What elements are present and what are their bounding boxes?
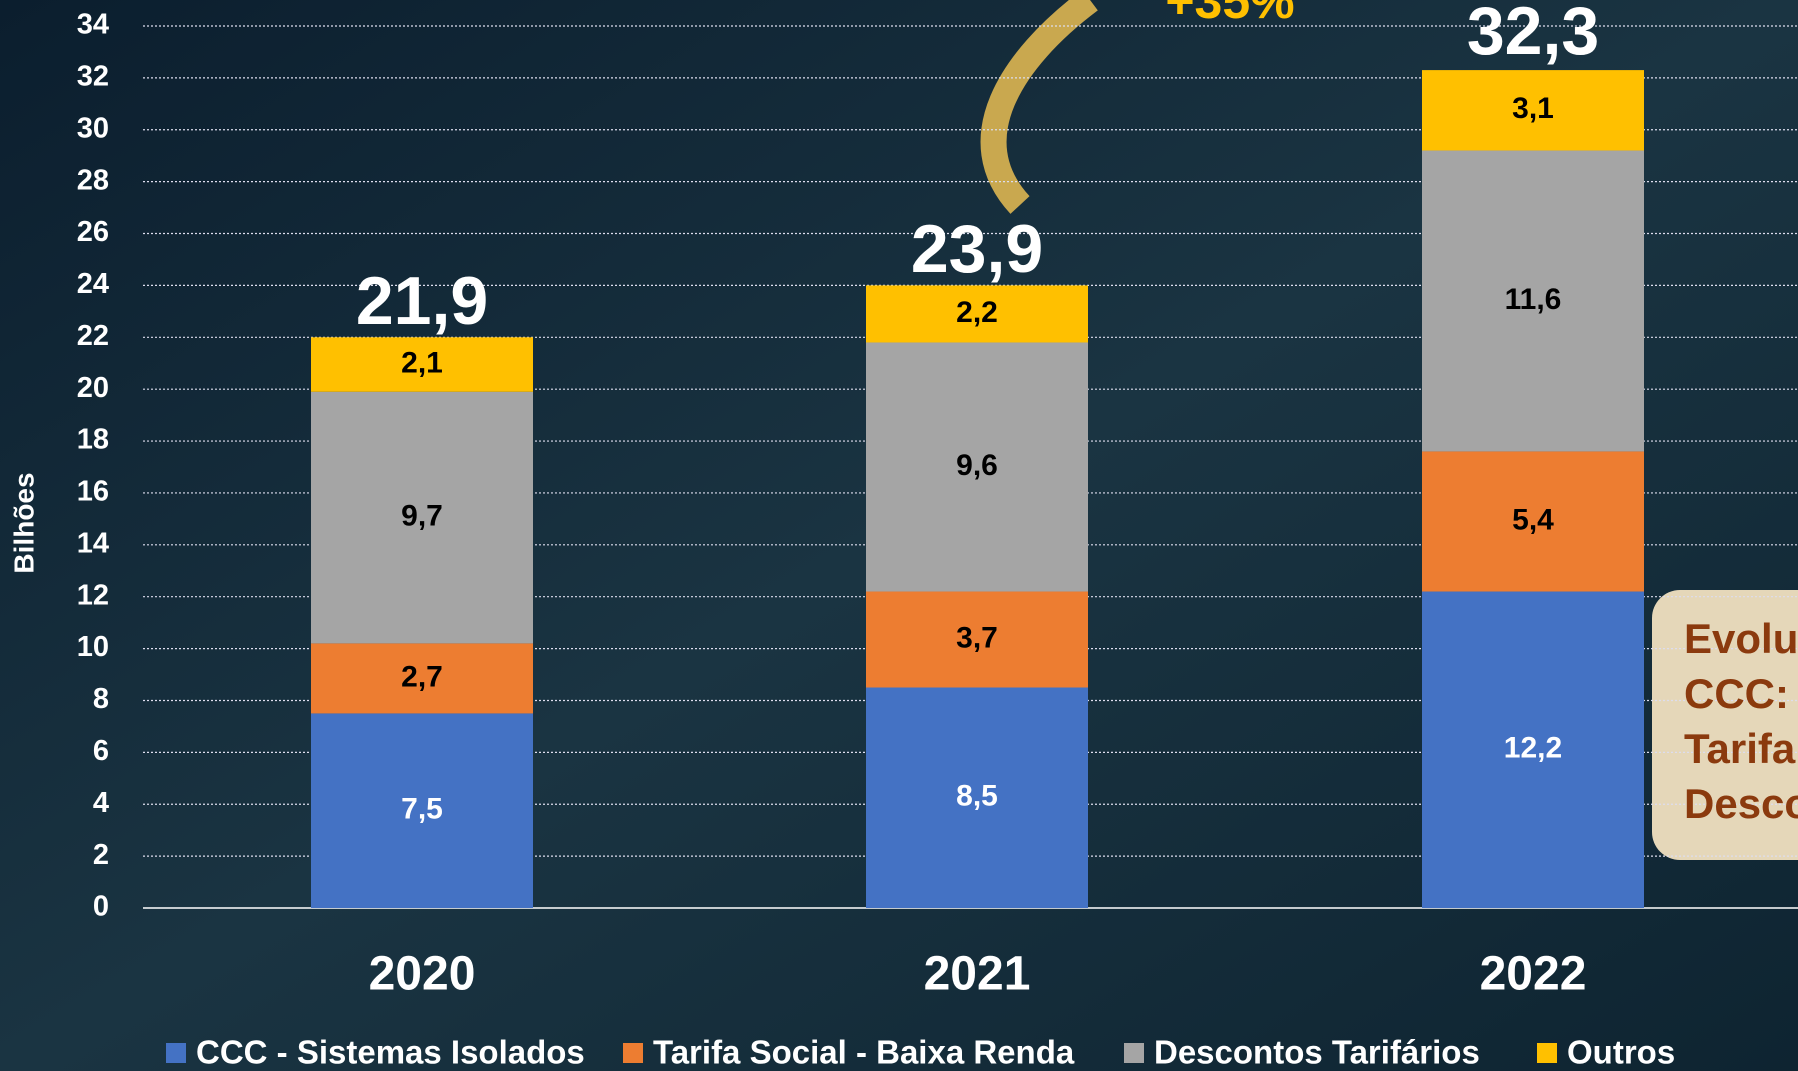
callout-text: Desco bbox=[1684, 780, 1798, 827]
total-label: 32,3 bbox=[1467, 0, 1599, 69]
legend-label: Outros bbox=[1567, 1034, 1675, 1071]
legend-swatch bbox=[1124, 1043, 1144, 1063]
x-tick-label: 2020 bbox=[369, 948, 476, 1001]
y-tick-label: 4 bbox=[93, 787, 109, 819]
legend-swatch bbox=[1537, 1043, 1557, 1063]
value-label: 5,4 bbox=[1512, 503, 1554, 536]
callout-text: CCC: - bbox=[1684, 670, 1798, 717]
total-label: 21,9 bbox=[356, 263, 488, 339]
bar-segment bbox=[311, 643, 533, 714]
bar-segment bbox=[866, 687, 1088, 908]
y-tick-label: 34 bbox=[77, 9, 109, 41]
y-tick-label: 16 bbox=[77, 476, 109, 508]
y-tick-label: 10 bbox=[77, 631, 109, 663]
value-label: 2,1 bbox=[401, 346, 443, 379]
value-label: 8,5 bbox=[956, 780, 998, 813]
bar-segment bbox=[311, 337, 533, 392]
value-label: 11,6 bbox=[1505, 283, 1562, 316]
legend-label: Descontos Tarifários bbox=[1154, 1034, 1480, 1071]
growth-arrow bbox=[980, 0, 1098, 214]
x-tick-label: 2022 bbox=[1480, 948, 1587, 1001]
y-tick-label: 28 bbox=[77, 164, 109, 196]
legend-swatch bbox=[166, 1043, 186, 1063]
y-tick-label: 2 bbox=[93, 839, 109, 871]
value-label: 9,6 bbox=[956, 449, 998, 482]
value-label: 3,7 bbox=[956, 621, 998, 654]
bar-segment bbox=[1422, 150, 1644, 452]
value-label: 12,2 bbox=[1504, 732, 1562, 765]
legend-swatch bbox=[623, 1043, 643, 1063]
y-tick-label: 32 bbox=[77, 61, 109, 93]
value-label: 2,2 bbox=[956, 296, 998, 329]
total-label: 23,9 bbox=[911, 211, 1043, 287]
y-tick-label: 22 bbox=[77, 320, 109, 352]
annotation: +35% bbox=[1165, 0, 1294, 29]
bar-segment bbox=[866, 285, 1088, 343]
y-tick-label: 18 bbox=[77, 424, 109, 456]
y-tick-label: 24 bbox=[77, 268, 109, 300]
callout-box bbox=[1652, 590, 1798, 860]
y-tick-label: 30 bbox=[77, 112, 109, 144]
value-label: 7,5 bbox=[401, 793, 443, 826]
callout-text: Evolu bbox=[1684, 615, 1798, 662]
bar-segment bbox=[866, 591, 1088, 688]
value-label: 9,7 bbox=[401, 500, 443, 533]
value-label: 2,7 bbox=[401, 660, 443, 693]
y-tick-label: 0 bbox=[93, 891, 109, 923]
bar-segment bbox=[311, 391, 533, 644]
bar-segment bbox=[866, 342, 1088, 592]
legend-label: Tarifa Social - Baixa Renda bbox=[653, 1034, 1075, 1071]
y-tick-label: 12 bbox=[77, 579, 109, 611]
y-tick-label: 20 bbox=[77, 372, 109, 404]
legend-label: CCC - Sistemas Isolados bbox=[196, 1034, 585, 1071]
y-tick-label: 6 bbox=[93, 735, 109, 767]
bar-segment bbox=[1422, 70, 1644, 151]
bar-segment bbox=[1422, 451, 1644, 592]
y-axis-label: Bilhões bbox=[8, 472, 39, 573]
value-label: 3,1 bbox=[1512, 92, 1554, 125]
y-tick-label: 14 bbox=[77, 527, 109, 559]
bar-segment bbox=[311, 713, 533, 908]
y-tick-label: 8 bbox=[93, 683, 109, 715]
x-tick-label: 2021 bbox=[924, 948, 1031, 1001]
callout-text: Tarifa bbox=[1684, 725, 1796, 772]
y-tick-label: 26 bbox=[77, 216, 109, 248]
bar-segment bbox=[1422, 591, 1644, 908]
